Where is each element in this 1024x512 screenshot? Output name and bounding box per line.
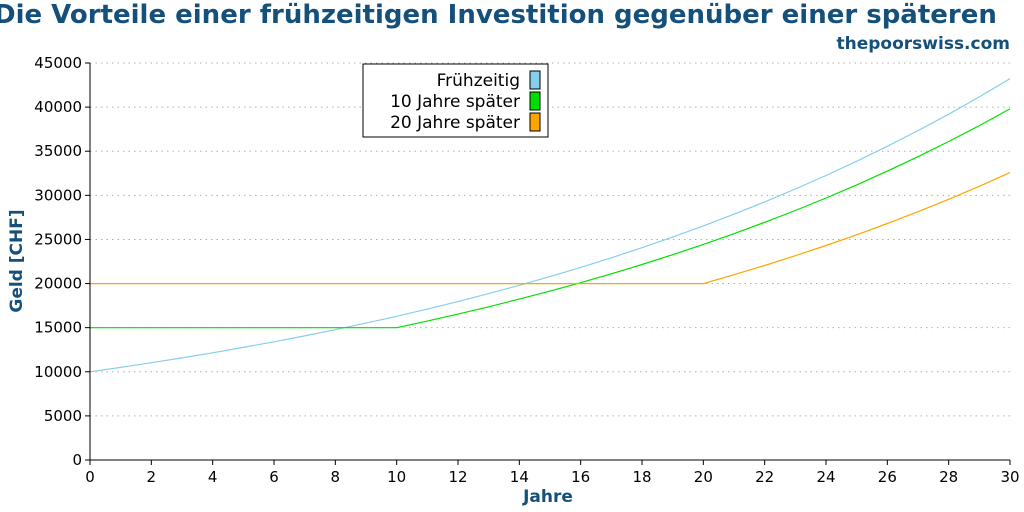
x-tick-label: 8 (331, 468, 341, 486)
x-tick-label: 0 (85, 468, 95, 486)
y-tick-label: 30000 (34, 186, 82, 204)
series-line (90, 172, 1011, 285)
x-tick-label: 10 (387, 468, 406, 486)
x-tick-label: 2 (147, 468, 157, 486)
legend-label: 10 Jahre später (390, 92, 520, 112)
x-tick-label: 24 (816, 468, 835, 486)
y-tick-label: 5000 (44, 407, 82, 425)
y-tick-label: 35000 (34, 142, 82, 160)
chart-title: Die Vorteile einer frühzeitigen Investit… (0, 0, 997, 30)
x-tick-label: 12 (448, 468, 467, 486)
y-tick-label: 45000 (34, 54, 82, 72)
legend-swatch (529, 91, 541, 111)
legend-label: Frühzeitig (437, 71, 520, 91)
y-tick-label: 20000 (34, 275, 82, 293)
y-tick-label: 15000 (34, 319, 82, 337)
legend-box (362, 63, 549, 138)
series-line (89, 78, 1011, 373)
legend-label: 20 Jahre später (390, 113, 520, 133)
series-lines (89, 78, 1011, 373)
x-tick-label: 28 (939, 468, 958, 486)
axes (85, 62, 1011, 465)
series-line (90, 108, 1011, 329)
legend-swatch (529, 112, 541, 132)
x-tick-label: 18 (632, 468, 651, 486)
legend-swatch (529, 70, 541, 90)
y-tick-label: 25000 (34, 230, 82, 248)
y-tick-label: 0 (72, 451, 82, 469)
y-tick-label: 40000 (34, 98, 82, 116)
x-tick-label: 20 (694, 468, 713, 486)
y-axis-label: Geld [CHF] (7, 209, 27, 312)
x-tick-label: 6 (269, 468, 279, 486)
x-tick-label: 14 (510, 468, 529, 486)
chart-subtitle: thepoorswiss.com (836, 34, 1011, 54)
x-tick-label: 4 (208, 468, 218, 486)
x-tick-label: 26 (878, 468, 897, 486)
x-tick-label: 30 (1000, 468, 1019, 486)
x-tick-label: 16 (571, 468, 590, 486)
y-tick-label: 10000 (34, 363, 82, 381)
grid-lines (90, 62, 1010, 417)
tick-labels: 0 5000 10000 15000 20000 25000 30000 35000 40000… (34, 54, 1019, 486)
x-tick-label: 22 (755, 468, 774, 486)
x-axis-label: Jahre (522, 487, 573, 507)
